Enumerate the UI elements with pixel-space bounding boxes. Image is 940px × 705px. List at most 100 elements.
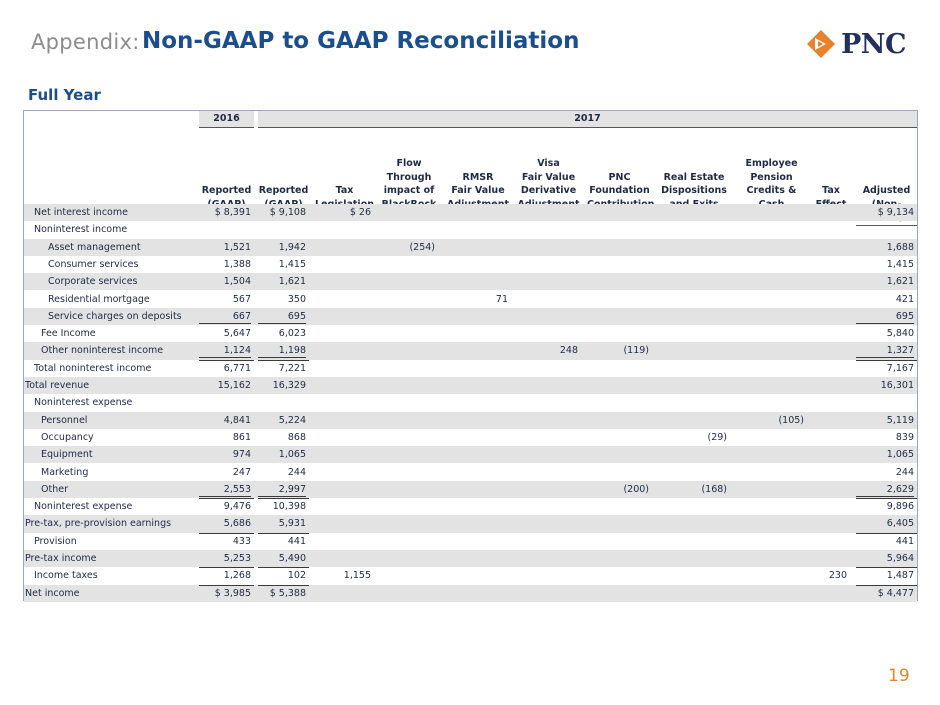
column-header-line	[199, 130, 254, 144]
row-label: Noninterest expense	[34, 397, 133, 409]
column-header-line	[658, 144, 730, 158]
column-header-line	[658, 130, 730, 144]
header-prefix: Appendix:	[31, 30, 140, 54]
table-row: Occupancy 861 868 (29) 839	[24, 429, 917, 446]
table-cell: $ 5,388	[269, 587, 306, 599]
page-title: Non-GAAP to GAAP Reconciliation	[142, 28, 580, 54]
column-header: TaxEffect	[812, 130, 850, 212]
column-header-line	[812, 144, 850, 158]
pnc-logo-text: PNC	[841, 28, 906, 60]
table-cell: 1,621	[886, 276, 914, 288]
column-header-line: Reported	[201, 185, 252, 196]
column-header-line	[199, 171, 254, 185]
table-cell: 6,771	[223, 362, 251, 374]
row-label: Total noninterest income	[34, 362, 152, 374]
table-row: Pre-tax, pre-provision earnings 5,686 5,93…	[24, 515, 917, 533]
table-cell: 839	[895, 431, 914, 443]
column-header-line	[445, 157, 511, 171]
row-label: Marketing	[41, 466, 89, 478]
table-cell: 247	[232, 466, 251, 478]
column-header-line	[736, 130, 807, 144]
table-cell: 433	[232, 535, 251, 547]
row-label: Residential mortgage	[48, 293, 150, 305]
table-cell: $ 26	[349, 207, 371, 218]
year-2016-header: 2016	[199, 111, 254, 128]
table-cell: 1,065	[278, 449, 306, 461]
table-cell: (29)	[707, 431, 727, 443]
pnc-mark-icon	[807, 30, 835, 58]
column-header-line: Pension	[750, 171, 793, 183]
table-cell: 868	[287, 431, 306, 443]
column-header: Real EstateDispositionsand Exits	[658, 130, 730, 212]
table-cell: 244	[287, 466, 306, 478]
column-header-line	[258, 157, 309, 171]
table-cell: 667	[199, 308, 251, 324]
table-cell: 1,065	[886, 449, 914, 461]
table-cell: 1,268	[223, 570, 251, 582]
table-cell: 15,162	[217, 380, 251, 391]
table-cell: 5,253	[223, 553, 251, 564]
table-cell: 5,931	[278, 518, 306, 530]
column-header-line: Credits &	[746, 185, 797, 196]
column-header-line: PNC	[608, 171, 631, 183]
column-header-line	[380, 130, 438, 144]
column-header-line	[736, 144, 807, 158]
table-cell: 2,629	[856, 481, 914, 497]
table-cell: 4,841	[223, 414, 251, 426]
column-header-line	[812, 157, 850, 171]
total-rule	[258, 532, 309, 534]
table-cell: 5,224	[278, 414, 306, 426]
table-cell: 1,155	[343, 570, 371, 582]
column-header-line	[315, 171, 374, 185]
column-header-line	[516, 144, 581, 158]
table-cell: $ 9,108	[269, 207, 306, 218]
column-header-line: Tax	[335, 185, 354, 196]
column-header-line: Fair Value	[521, 171, 576, 183]
column-header-line	[812, 130, 850, 144]
total-rule	[258, 584, 309, 586]
column-header-line	[315, 130, 374, 144]
row-label: Personnel	[41, 414, 88, 426]
table-cell: 5,647	[223, 328, 251, 340]
table-cell: 1,621	[278, 276, 306, 288]
pnc-logo: PNC	[806, 27, 906, 61]
page-number: 19	[888, 666, 910, 686]
column-header-line: RMSR	[462, 171, 494, 183]
column-header-line	[258, 171, 309, 185]
table-cell: 695	[258, 308, 306, 324]
table-cell: $ 9,134	[877, 207, 914, 218]
table-row: Total revenue 15,162 16,329 16,301	[24, 377, 917, 395]
table-row: Other noninterest income 1,124 1,198 248 (11…	[24, 342, 917, 360]
table-row: Corporate services 1,504 1,621 1,621	[24, 273, 917, 291]
total-rule	[199, 532, 254, 534]
section-subtitle: Full Year	[28, 86, 101, 104]
table-cell: (168)	[701, 483, 727, 495]
table-cell: 102	[287, 570, 306, 582]
table-cell: 5,686	[223, 518, 251, 530]
table-row: Provision 433 441 441	[24, 533, 917, 550]
column-header-line: Employee	[745, 158, 798, 169]
row-label: Net interest income	[34, 207, 128, 218]
column-header-line	[587, 130, 652, 144]
row-label: Corporate services	[48, 276, 138, 288]
row-label: Other noninterest income	[41, 345, 164, 357]
column-header-line: Dispositions	[661, 185, 727, 196]
reconciliation-table: 2016 2017 Reported(GAAP) Reported(GAAP) …	[23, 110, 918, 602]
table-cell: (200)	[623, 483, 649, 495]
table-row: Equipment 974 1,065 1,065	[24, 446, 917, 464]
column-header: Reported(GAAP)	[199, 130, 254, 212]
table-cell: 5,840	[886, 328, 914, 340]
table-row: Residential mortgage 567 350 71 421	[24, 291, 917, 308]
column-header-line: Visa	[537, 158, 560, 169]
table-cell: (254)	[409, 241, 435, 253]
total-rule	[199, 359, 254, 361]
row-label: Asset management	[48, 241, 141, 253]
column-header-line	[445, 144, 511, 158]
table-cell: 421	[895, 293, 914, 305]
column-header-line	[587, 157, 652, 171]
column-header-line	[199, 157, 254, 171]
table-cell: 1,415	[278, 258, 306, 270]
